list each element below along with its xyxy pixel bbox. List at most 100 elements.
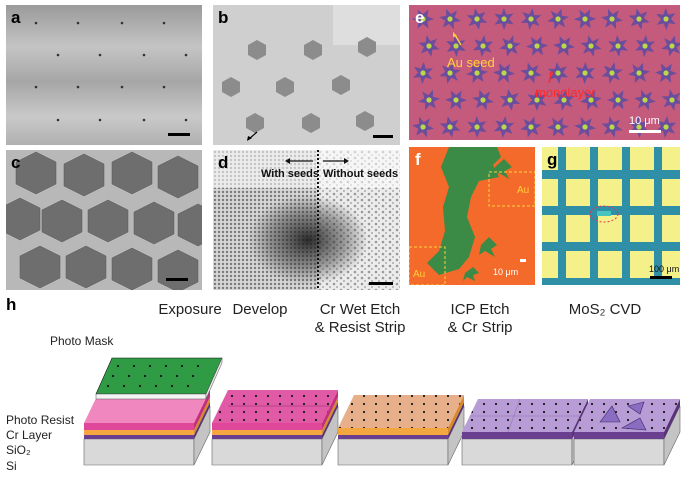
au-seed-dot (582, 16, 588, 22)
au-seed-dot (447, 124, 453, 130)
monolayer-arrow (548, 72, 552, 84)
au-seed-label: Au seed (447, 55, 495, 70)
panel-e-optical: e Au seed monolayer 10 μm (409, 5, 680, 140)
panel-c-micrograph: c (6, 150, 202, 290)
mos2-cvd-stack (573, 399, 681, 466)
au-seed-dot (609, 70, 615, 76)
scale-bar-e (629, 130, 661, 133)
panel-label-c: c (11, 153, 21, 172)
panel-b-micrograph: b (213, 5, 400, 145)
electrode-pad (566, 251, 590, 278)
au-seed-dot (615, 43, 621, 49)
step-title-mos2-cvd: MoS₂ CVD (568, 301, 642, 318)
au-seed-dot (555, 70, 561, 76)
au-seed-dot (636, 16, 642, 22)
panel-a-image (6, 5, 202, 145)
au-seed-dot (555, 124, 561, 130)
scale-bar-c (166, 278, 188, 281)
with-seeds-label: With seeds (261, 168, 319, 180)
au-seed-dot (669, 97, 675, 103)
device-channel (597, 211, 611, 216)
develop-stack (211, 390, 339, 466)
au-seed-dot (663, 124, 669, 130)
au-seed-dot (636, 70, 642, 76)
au-seed-dot (474, 124, 480, 130)
step-title-exposure: Exposure (158, 301, 222, 318)
au-seed-dot (420, 70, 426, 76)
panel-label-h: h (6, 295, 17, 314)
process-flow-diagram (83, 357, 681, 466)
panel-f-image (409, 147, 535, 285)
electrode-pad (566, 215, 590, 242)
panel-f-optical: f Au Au 10 μm (409, 147, 535, 285)
label-cr-layer: Cr Layer (6, 428, 53, 442)
au-seed-dot (501, 16, 507, 22)
au-seed-dot (588, 43, 594, 49)
photo-mask (95, 357, 223, 395)
scale-bar-g (650, 276, 672, 279)
panel-e-image (409, 5, 680, 140)
au-seed-dot (642, 43, 648, 49)
panel-b-image (213, 5, 400, 145)
electrode-pad (542, 251, 558, 278)
scale-bar-d (369, 282, 393, 285)
au-seed-dot (636, 124, 642, 130)
scale-label-g: 100 μm (649, 264, 680, 274)
scale-bar-b (373, 135, 393, 138)
au-seed-dot (528, 16, 534, 22)
panel-label-f: f (415, 150, 421, 169)
au-seed-dot (609, 124, 615, 130)
au-seed-dot (669, 43, 675, 49)
electrode-pad (662, 147, 680, 170)
panel-g-optical: g 100 μm (542, 147, 680, 285)
au-seed-dot (474, 16, 480, 22)
au-seed-dot (501, 70, 507, 76)
panel-d-micrograph: d With seeds Without seeds (213, 150, 400, 290)
electrode-pad (630, 147, 654, 170)
electrode-pad (662, 215, 680, 242)
electrode-pads (542, 147, 680, 278)
au-seed-dot (528, 70, 534, 76)
panel-a-micrograph: a (6, 5, 202, 145)
au-seed-dot (534, 43, 540, 49)
panel-label-a: a (11, 8, 21, 27)
label-photo-resist: Photo Resist (6, 413, 75, 427)
panel-d-image (213, 150, 400, 290)
icp-etch-stack (461, 398, 589, 466)
electrode-pad (598, 215, 622, 242)
electrode-pad (566, 179, 590, 206)
panel-c-image (6, 150, 202, 290)
au-seed-dot (420, 16, 426, 22)
panel-g-image (542, 147, 680, 285)
au-seed-dot (615, 97, 621, 103)
au-seed-dot (480, 97, 486, 103)
exposure-stack (83, 357, 223, 466)
au-seed-dot (561, 43, 567, 49)
hexagon-domains (222, 37, 376, 133)
au-seed-dot (534, 97, 540, 103)
au-label-top: Au (517, 185, 530, 196)
au-label-bottom: Au (413, 269, 426, 280)
electrode-pad (542, 147, 558, 170)
monolayer-label: monolayer (535, 85, 596, 100)
au-seed-dot (588, 97, 594, 103)
au-seed-dot (426, 43, 432, 49)
electrode-pad (630, 251, 654, 278)
electrode-pad (598, 147, 622, 170)
monolayer-film (427, 147, 501, 275)
step-title-develop: Develop (232, 301, 288, 318)
electrode-pad (662, 179, 680, 206)
mos2-triangles (599, 401, 647, 431)
au-seed-dot (642, 97, 648, 103)
au-seed-dot (474, 70, 480, 76)
au-seed-dot (426, 97, 432, 103)
electrode-pad (598, 179, 622, 206)
highlight-circle (589, 205, 619, 223)
without-seeds-label: Without seeds (323, 168, 399, 180)
au-seed-dot (663, 70, 669, 76)
label-sio2: SiO₂ (6, 443, 31, 457)
au-seed-arrow (454, 34, 462, 46)
panel-label-b: b (218, 8, 229, 27)
au-seed-dot (420, 124, 426, 130)
au-seed-dot (663, 16, 669, 22)
